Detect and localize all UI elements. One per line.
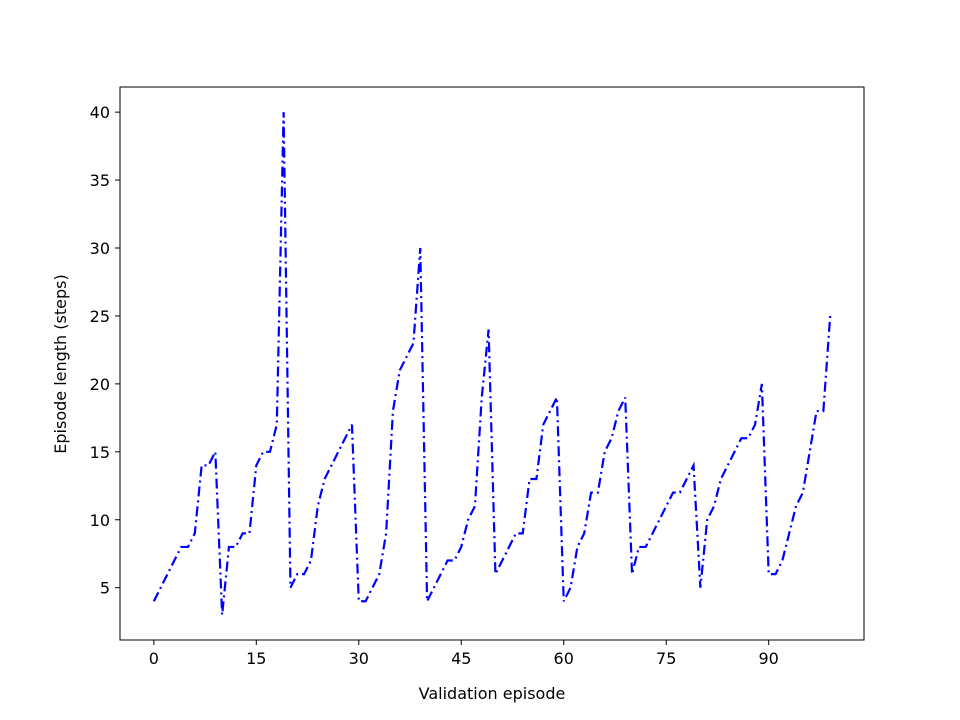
y-axis-label: Episode length (steps) [51, 274, 70, 453]
plot-frame [119, 86, 865, 641]
series-line [152, 112, 832, 615]
x-tick-label: 60 [554, 649, 574, 668]
y-tick-label: 20 [90, 375, 110, 394]
x-tick-label: 75 [656, 649, 676, 668]
x-tick-label: 15 [246, 649, 266, 668]
y-tick-label: 5 [100, 579, 110, 598]
x-tick-label: 45 [451, 649, 471, 668]
x-tick-label: 30 [349, 649, 369, 668]
x-tick-label: 90 [759, 649, 779, 668]
x-tick-label: 0 [149, 649, 159, 668]
y-tick-label: 30 [90, 239, 110, 258]
y-tick-label: 15 [90, 443, 110, 462]
y-tick-label: 10 [90, 511, 110, 530]
y-tick-label: 35 [90, 171, 110, 190]
y-tick-label: 40 [90, 103, 110, 122]
y-tick-label: 25 [90, 307, 110, 326]
x-axis-label: Validation episode [419, 684, 566, 703]
